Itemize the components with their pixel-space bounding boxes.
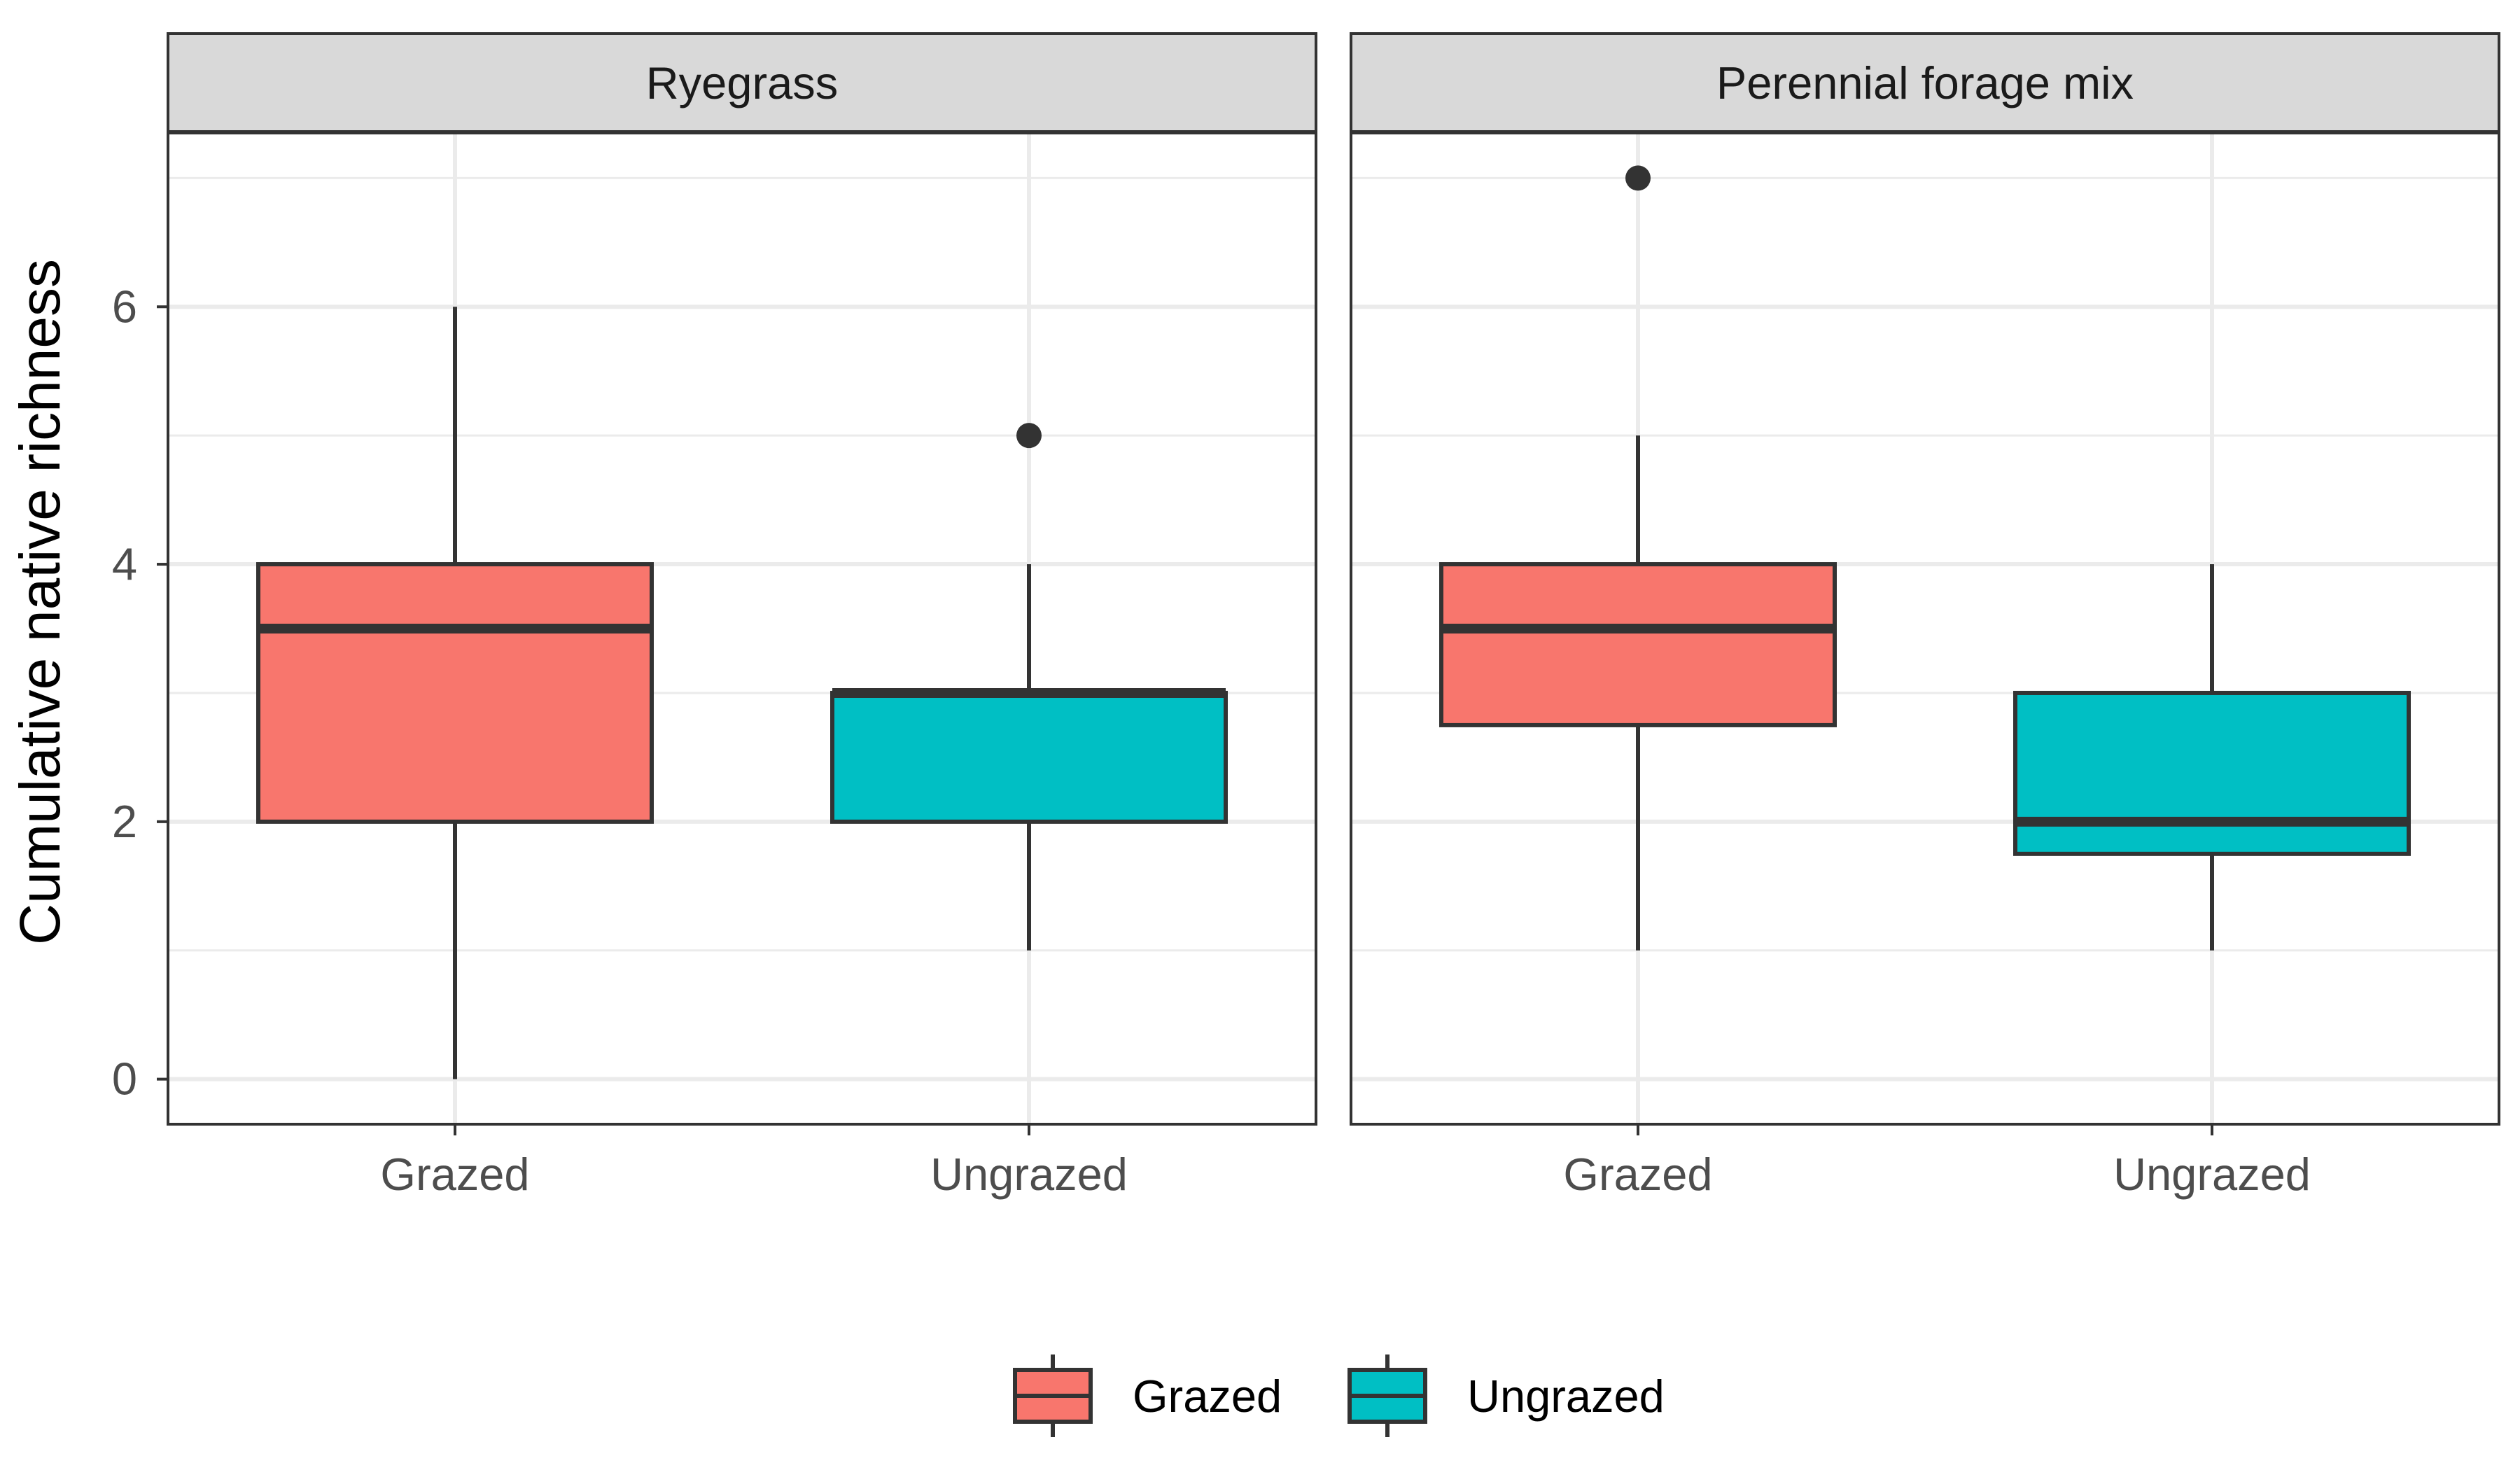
legend-label: Grazed: [1133, 1371, 1282, 1422]
panel-ryegrass: Ryegrass Grazed Ungrazed: [167, 32, 1317, 1200]
x-tick-label: Ungrazed: [2113, 1149, 2311, 1200]
outlier-point: [1016, 423, 1042, 449]
box-body: [1439, 562, 1837, 727]
box-grazed: [1439, 165, 1837, 951]
panel-perennial-forage-mix: Perennial forage mix Grazed Ungrazed: [1350, 32, 2500, 1200]
y-tick-label: 6: [112, 281, 137, 332]
legend: Grazed Ungrazed: [1013, 1354, 1665, 1437]
strip-header: [167, 32, 1317, 133]
x-tick-label: Grazed: [380, 1149, 529, 1200]
legend-item-ungrazed: Ungrazed: [1348, 1354, 1665, 1437]
strip-label: Ryegrass: [646, 57, 839, 108]
y-tick-label: 2: [112, 796, 137, 847]
legend-item-grazed: Grazed: [1013, 1354, 1282, 1437]
y-axis-title: Cumulative native richness: [8, 259, 72, 945]
legend-label: Ungrazed: [1467, 1371, 1665, 1422]
box-body: [2013, 690, 2411, 856]
box-ungrazed: [830, 423, 1228, 951]
strip-label: Perennial forage mix: [1716, 57, 2134, 108]
outlier-point: [1625, 165, 1651, 191]
y-tick-label: 0: [112, 1054, 137, 1105]
x-tick-label: Ungrazed: [930, 1149, 1128, 1200]
y-tick-label: 4: [112, 538, 137, 589]
box-body: [256, 562, 654, 824]
strip-header: [1350, 32, 2500, 133]
box-grazed: [256, 307, 654, 1079]
box-body: [830, 690, 1228, 824]
box-ungrazed: [2013, 564, 2411, 951]
x-tick-label: Grazed: [1563, 1149, 1712, 1200]
